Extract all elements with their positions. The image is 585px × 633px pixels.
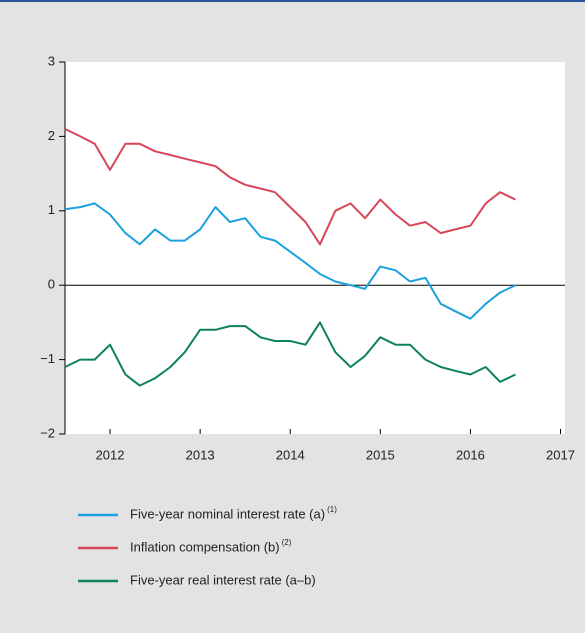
y-tick-label: 3: [48, 53, 55, 68]
plot-area: [65, 62, 565, 434]
series-line: [64, 202, 516, 320]
series-line: [64, 321, 516, 387]
x-tick-label: 2015: [366, 447, 395, 462]
x-tick-label: 2013: [186, 447, 215, 462]
series-line: [64, 128, 516, 246]
y-tick-label: −2: [40, 425, 55, 440]
x-tick-label: 2017: [546, 447, 575, 462]
x-tick-label: 2016: [456, 447, 485, 462]
y-tick-label: 0: [48, 277, 55, 292]
y-tick-label: 1: [48, 202, 55, 217]
top-rule: [0, 0, 585, 2]
y-tick-label: −1: [40, 351, 55, 366]
x-tick-label: 2012: [96, 447, 125, 462]
legend-label: Five-year real interest rate (a–b): [130, 572, 316, 587]
legend-label: Five-year nominal interest rate (a): [130, 506, 325, 521]
legend-label: Inflation compensation (b): [130, 539, 280, 554]
legend-note: (2): [282, 538, 292, 547]
y-tick-label: 2: [48, 128, 55, 143]
x-tick-label: 2014: [276, 447, 305, 462]
legend-note: (1): [327, 505, 337, 514]
